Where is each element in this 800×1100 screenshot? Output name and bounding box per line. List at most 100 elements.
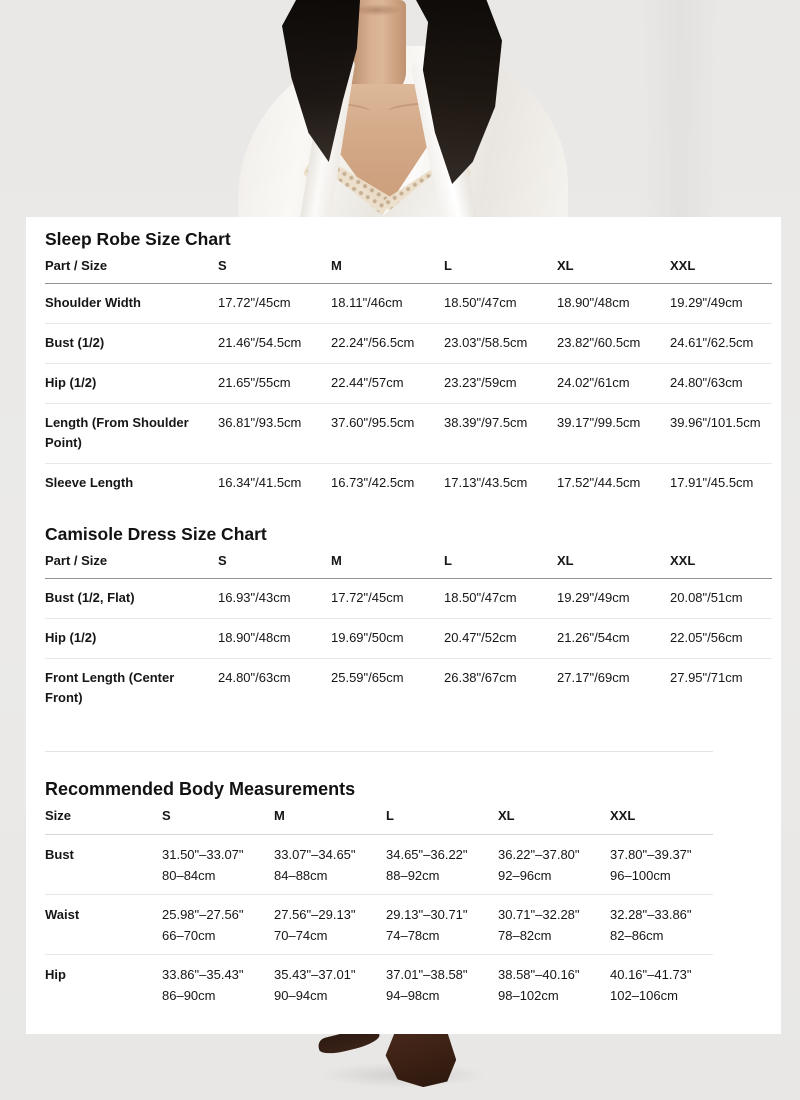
measurement-cell: 34.65"–36.22" 88–92cm bbox=[386, 835, 498, 895]
measurement-cell: 21.46"/54.5cm bbox=[218, 324, 331, 364]
measurement-cell: 27.56"–29.13" 70–74cm bbox=[274, 895, 386, 955]
row-label: Bust (1/2, Flat) bbox=[45, 579, 218, 619]
measurement-cell: 37.60"/95.5cm bbox=[331, 404, 444, 464]
measurement-cell: 17.13"/43.5cm bbox=[444, 475, 528, 490]
column-header: Part / Size bbox=[45, 543, 218, 579]
measurement-line: 40.16"–41.73" bbox=[610, 967, 692, 982]
size-chart-section-camisole-dress: Camisole Dress Size Chart Part / Size S M L X… bbox=[45, 525, 772, 718]
background-shadow bbox=[640, 0, 720, 217]
measurement-cell: 39.96"/101.5cm bbox=[670, 404, 772, 464]
measurement-cell: 22.44"/57cm bbox=[331, 364, 444, 404]
measurement-cell: 17.72"/45cm bbox=[218, 284, 331, 324]
measurement-cell: 16.34"/41.5cm bbox=[218, 475, 302, 490]
measurement-cell: 16.73"/42.5cm bbox=[331, 475, 415, 490]
measurement-line: 96–100cm bbox=[610, 868, 671, 883]
column-header: XXL bbox=[670, 543, 772, 579]
measurement-line: 80–84cm bbox=[162, 868, 216, 883]
measurement-line: 31.50"–33.07" bbox=[162, 847, 244, 862]
measurement-line: 84–88cm bbox=[274, 868, 328, 883]
row-label: Length (From Shoulder Point) bbox=[45, 404, 218, 464]
measurement-line: 33.86"–35.43" bbox=[162, 967, 244, 982]
measurement-cell: 20.08"/51cm bbox=[670, 579, 772, 619]
measurement-line: 33.07"–34.65" bbox=[274, 847, 356, 862]
measurement-line: 78–82cm bbox=[498, 928, 552, 943]
measurement-cell: 33.07"–34.65" 84–88cm bbox=[274, 835, 386, 895]
measurement-cell: 29.13"–30.71" 74–78cm bbox=[386, 895, 498, 955]
measurement-cell: 35.43"–37.01" 90–94cm bbox=[274, 955, 386, 1014]
measurement-cell: 18.50"/47cm bbox=[444, 579, 557, 619]
measurement-cell: 27.17"/69cm bbox=[557, 670, 630, 685]
measurement-cell: 16.93"/43cm bbox=[218, 579, 331, 619]
measurement-line: 29.13"–30.71" bbox=[386, 907, 468, 922]
measurement-line: 36.22"–37.80" bbox=[498, 847, 580, 862]
row-label: Front Length (Center Front) bbox=[45, 670, 175, 705]
measurement-line: 35.43"–37.01" bbox=[274, 967, 356, 982]
measurement-cell: 22.24"/56.5cm bbox=[331, 324, 444, 364]
measurement-cell: 19.29"/49cm bbox=[670, 284, 772, 324]
measurement-line: 37.01"–38.58" bbox=[386, 967, 468, 982]
column-header: S bbox=[162, 798, 274, 835]
row-label: Bust (1/2) bbox=[45, 324, 218, 364]
column-header: L bbox=[444, 543, 557, 579]
measurement-line: 82–86cm bbox=[610, 928, 664, 943]
row-label: Hip (1/2) bbox=[45, 364, 218, 404]
size-chart-section-body-measurements: Recommended Body Measurements Size S M L XL XX… bbox=[45, 751, 772, 1014]
measurement-cell: 38.58"–40.16" 98–102cm bbox=[498, 955, 610, 1014]
measurement-cell: 39.17"/99.5cm bbox=[557, 404, 670, 464]
measurement-cell: 19.29"/49cm bbox=[557, 579, 670, 619]
measurement-line: 90–94cm bbox=[274, 988, 328, 1003]
measurement-cell: 23.23"/59cm bbox=[444, 364, 557, 404]
measurement-cell: 37.01"–38.58" 94–98cm bbox=[386, 955, 498, 1014]
measurement-cell: 25.98"–27.56" 66–70cm bbox=[162, 895, 274, 955]
measurement-line: 25.98"–27.56" bbox=[162, 907, 244, 922]
measurement-cell: 26.38"/67cm bbox=[444, 670, 517, 685]
size-chart-title: Sleep Robe Size Chart bbox=[45, 229, 231, 249]
column-header: XL bbox=[557, 248, 670, 284]
measurement-cell: 27.95"/71cm bbox=[670, 670, 743, 685]
measurement-line: 88–92cm bbox=[386, 868, 440, 883]
measurement-cell: 40.16"–41.73" 102–106cm bbox=[610, 955, 713, 1014]
measurement-cell: 24.80"/63cm bbox=[218, 670, 291, 685]
measurement-cell: 22.05"/56cm bbox=[670, 619, 772, 659]
measurement-line: 32.28"–33.86" bbox=[610, 907, 692, 922]
measurement-cell: 25.59"/65cm bbox=[331, 670, 404, 685]
row-label: Sleeve Length bbox=[45, 475, 134, 490]
measurement-cell: 20.47"/52cm bbox=[444, 619, 557, 659]
column-header: L bbox=[386, 798, 498, 835]
size-chart-section-sleep-robe: Sleep Robe Size Chart Part / Size S M L XL XXL… bbox=[45, 230, 772, 503]
column-header: M bbox=[331, 248, 444, 284]
column-header: M bbox=[331, 543, 444, 579]
measurement-line: 94–98cm bbox=[386, 988, 440, 1003]
measurement-cell: 36.22"–37.80" 92–96cm bbox=[498, 835, 610, 895]
measurement-cell: 33.86"–35.43" 86–90cm bbox=[162, 955, 274, 1014]
measurement-line: 92–96cm bbox=[498, 868, 552, 883]
measurement-line: 70–74cm bbox=[274, 928, 328, 943]
measurement-cell: 24.61"/62.5cm bbox=[670, 324, 772, 364]
measurement-line: 86–90cm bbox=[162, 988, 216, 1003]
column-header: XL bbox=[557, 543, 670, 579]
size-table-body-measurements: Size S M L XL XXL Bust 31.50"–33.07" 80–84cm 33.0… bbox=[45, 798, 713, 1014]
measurement-line: 37.80"–39.37" bbox=[610, 847, 692, 862]
row-label: Bust bbox=[45, 835, 162, 895]
column-header: XL bbox=[498, 798, 610, 835]
size-chart-title: Recommended Body Measurements bbox=[45, 779, 356, 799]
measurement-cell: 23.03"/58.5cm bbox=[444, 324, 557, 364]
column-header: Part / Size bbox=[45, 248, 218, 284]
measurement-cell: 18.50"/47cm bbox=[444, 284, 557, 324]
measurement-cell: 17.52"/44.5cm bbox=[557, 475, 641, 490]
measurement-cell: 19.69"/50cm bbox=[331, 619, 444, 659]
column-header: XXL bbox=[670, 248, 772, 284]
column-header: XXL bbox=[610, 798, 713, 835]
measurement-cell: 24.02"/61cm bbox=[557, 364, 670, 404]
row-label: Hip bbox=[45, 967, 66, 982]
size-chart-title: Camisole Dress Size Chart bbox=[45, 524, 267, 544]
measurement-line: 38.58"–40.16" bbox=[498, 967, 580, 982]
measurement-line: 34.65"–36.22" bbox=[386, 847, 468, 862]
column-header: Size bbox=[45, 798, 162, 835]
measurement-cell: 24.80"/63cm bbox=[670, 364, 772, 404]
measurement-line: 98–102cm bbox=[498, 988, 559, 1003]
measurement-cell: 17.72"/45cm bbox=[331, 579, 444, 619]
size-guide-card: Sleep Robe Size Chart Part / Size S M L XL XXL… bbox=[26, 217, 781, 1034]
row-label: Waist bbox=[45, 895, 162, 955]
size-table-sleep-robe: Part / Size S M L XL XXL Shoulder Width 17.72"/… bbox=[45, 248, 772, 503]
